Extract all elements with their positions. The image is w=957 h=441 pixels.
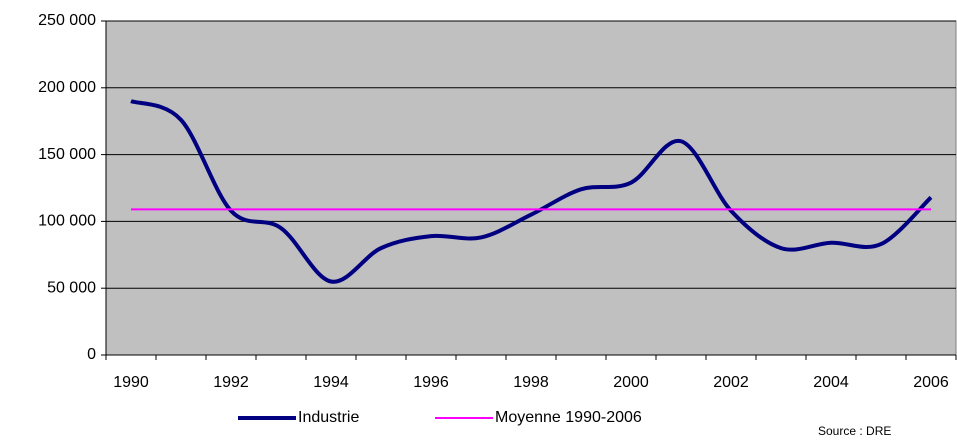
x-tick-label: 1992: [213, 374, 249, 391]
legend-label: Industrie: [298, 409, 359, 426]
x-tick-label: 2004: [813, 374, 849, 391]
y-tick-label: 200 000: [38, 79, 96, 96]
y-tick-label: 50 000: [47, 279, 96, 296]
x-tick-label: 1996: [413, 374, 449, 391]
x-tick-label: 1994: [313, 374, 349, 391]
y-tick-label: 0: [87, 346, 96, 363]
x-tick-label: 2000: [613, 374, 649, 391]
series-line: [130, 99, 933, 284]
y-tick-label: 250 000: [38, 12, 96, 29]
legend-label: Moyenne 1990-2006: [495, 409, 642, 426]
y-tick-label: 100 000: [38, 213, 96, 230]
x-tick-label: 1998: [513, 374, 549, 391]
plot-area: [105, 20, 957, 356]
y-tick-label: 150 000: [38, 146, 96, 163]
source-note: Source : DRE: [818, 424, 891, 438]
x-tick-label: 2002: [713, 374, 749, 391]
x-tick-label: 2006: [913, 374, 949, 391]
x-tick-label: 1990: [113, 374, 149, 391]
